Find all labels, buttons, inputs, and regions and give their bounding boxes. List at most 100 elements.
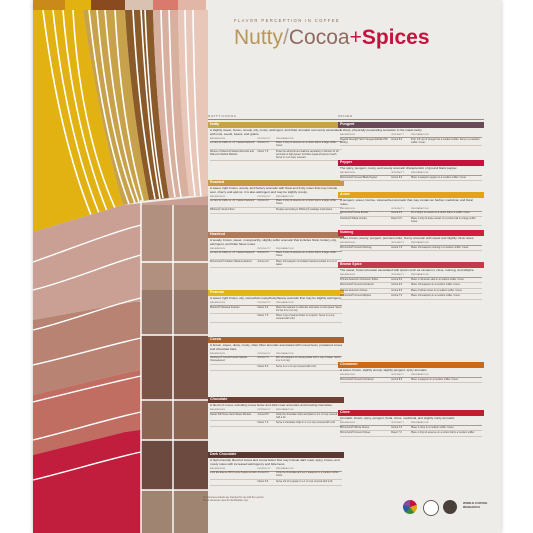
table-cell: McCormick® Ground Cinnamon [340, 377, 374, 381]
table-cell: Aroma 6.0 [391, 283, 403, 287]
table-cell: Place 1 drop of essence on a cotton ball… [275, 199, 337, 206]
table-row: McCormick® Anise Extract Aroma 6.5 Put 2 d… [340, 211, 482, 218]
section-pepper: Pepper The spicy, pungent, musty, and woo… [338, 160, 484, 182]
table-row: Mixture of Diamond Shelled Almonds and D… [210, 149, 342, 162]
table-cell: Aroma 7.5 [391, 294, 403, 298]
header-cell: PREPARATION [410, 242, 429, 245]
table-cell: McCormick® Ground Nutmeg [340, 245, 372, 249]
section-description: A woody, brown, sweet, musty/earthy, sli… [210, 238, 337, 246]
header-cell: INTENSITY [391, 242, 405, 245]
header-cell: INTENSITY [257, 468, 271, 471]
table-cell: Aroma 4.0 [257, 199, 269, 203]
table-cell: Place 1/4 teaspoon of imitation hazelnut… [275, 259, 337, 266]
table-cell: Flavor 7.0 [257, 421, 269, 424]
section-band: Brown Spice [338, 262, 484, 268]
table-cell: Chop the chocolate chips and place in a … [275, 412, 338, 419]
section-band: Nutty [208, 122, 344, 128]
table-cell: Flavor 7.5 [257, 149, 269, 153]
table-cell: McCormick® Whole Cloves [340, 425, 370, 429]
table-row: Primera Seleccion Cinnamon Sticks Aroma 5… [340, 278, 482, 284]
table-cell: Aroma 8.5 [257, 412, 269, 416]
section-band: Hazelnut [208, 232, 344, 238]
table-cell: Place 1/4 teaspoon in a medium sniffer. … [410, 294, 461, 298]
table-row: McCormick® Ground Black Pepper Aroma 6.0 P… [340, 176, 482, 182]
table-row: Planters® Roasted Peanuts Flavor 5.0 Place… [210, 306, 342, 315]
table-row: Flavor 9.0 Serve 1/2 of a square in a 1 o… [210, 480, 342, 486]
header-cell: INTENSITY [257, 196, 271, 199]
header-cell: REFERENCE [210, 138, 226, 141]
section-cinnamon: Cinnamon A sweet, brown, slightly woody, … [338, 362, 484, 384]
header-cell: INTENSITY [257, 138, 271, 141]
section-chocolate: Chocolate A blend of cocoa, including coc… [208, 397, 344, 427]
table-row: Flavor 7.5 Place 1 tsp of peanut butter o… [210, 314, 342, 323]
header-cell: REFERENCE [340, 208, 356, 211]
table-cell: Place 2 whole cloves in a medium sniffer… [410, 288, 463, 292]
table-row: McCormick® Whole Cloves Aroma 7.0 Place 1 … [340, 426, 482, 432]
poster-footer: All reference products are intended for … [203, 497, 493, 521]
section-description: A sweet, light brown, woody, and buttery… [210, 186, 338, 194]
header-cell: REFERENCE [210, 468, 226, 471]
section-hazelnut: Hazelnut A woody, brown, sweet, musty/ear… [208, 232, 344, 269]
table-cell: Aroma 4.0 [257, 259, 269, 263]
header-cell: REFERENCE [210, 302, 226, 305]
table-cell: Place 1 cinnamon stick in a medium sniff… [410, 277, 465, 281]
header-cell: INTENSITY [257, 302, 271, 305]
header-cell: REFERENCE [210, 409, 226, 412]
table-header: REFERENCE INTENSITY PREPARATION [340, 134, 482, 138]
header-cell: REFERENCE [340, 134, 356, 137]
table-row: McCormick® Ground Nutmeg Aroma 7.5 Place 1… [340, 246, 482, 252]
table-cell: Lindt Excellence 90% Cocoa Supreme Dark [210, 471, 257, 475]
table-row: La Vien du Caffe no. 21 "roasted hazelnu… [210, 251, 342, 260]
section-band: Peanuts [208, 290, 344, 296]
section-band: Pungent [338, 122, 484, 128]
flavor-wheel-icon [403, 500, 417, 514]
header-cell: REFERENCE [210, 196, 226, 199]
table-header: REFERENCE INTENSITY PREPARATION [210, 468, 342, 472]
table-cell: Aroma 7.5 [391, 245, 403, 249]
header-cell: REFERENCE [340, 422, 356, 425]
table-header: REFERENCE INTENSITY PREPARATION [210, 353, 342, 357]
table-cell: Nestlé Toll House Semi-Sweet Morsels [210, 412, 252, 416]
section-description: A pungent, sweet, licorice, caramelized … [340, 198, 473, 206]
table-cell: Aroma 5.0 [391, 277, 403, 281]
table-row: Primera Seleccion Cloves Aroma 6.5 Place 2… [340, 289, 482, 295]
table-row: La Vien du Caffe no. 21 "roasted hazelnu… [210, 199, 342, 208]
table-cell: Hershey's® Cocoa Powder Natural Unsweete… [210, 356, 248, 363]
header-cell: REFERENCE [210, 353, 226, 356]
header-cell: INTENSITY [257, 409, 271, 412]
table-header: REFERENCE INTENSITY PREPARATION [340, 274, 482, 278]
header-cell: PREPARATION [275, 353, 294, 356]
header-cell: REFERENCE [340, 374, 356, 377]
table-cell: Place 1/4 teaspoon nutmeg in a medium sn… [410, 245, 470, 249]
table-cell: Regular Strength Heinz Vinegar (Distille… [340, 137, 388, 144]
section-band: Dark Chocolate [208, 452, 344, 458]
header-cell: PREPARATION [410, 172, 429, 175]
table-row: Pillsbury® almond flour Prepare according… [210, 208, 342, 214]
table-header: REFERENCE INTENSITY PREPARATION [210, 248, 342, 252]
table-cell: Serve in a 1 oz cup covered with a lid. [275, 364, 317, 368]
poster-title: Nutty/Cocoa+Spices [234, 26, 484, 50]
header-cell: REFERENCE [340, 172, 356, 175]
sensory-logo-icon [423, 500, 439, 516]
table-cell: Aroma 5.0 [391, 137, 403, 141]
table-cell: McCormick® Ground Allspice [340, 294, 372, 298]
header-cell: PREPARATION [275, 468, 294, 471]
table-header: REFERENCE INTENSITY PREPARATION [210, 138, 342, 142]
section-anise: Anise A pungent, sweet, licorice, caramel… [338, 192, 484, 226]
table-cell: McCormick® Ground Cinnamon [340, 283, 374, 287]
header-cell: PREPARATION [410, 208, 429, 211]
table-cell: Place 1/4 teaspoon in a medium sniffer. … [410, 283, 461, 287]
flavor-wheel-art [33, 0, 208, 533]
table-cell: Primera Seleccion Cloves [340, 288, 368, 292]
table-header: REFERENCE INTENSITY PREPARATION [210, 302, 342, 306]
header-cell: PREPARATION [275, 409, 294, 412]
table-header: REFERENCE INTENSITY PREPARATION [340, 422, 482, 426]
table-cell: Serve 1/2 of a square in a 1 oz cup cove… [275, 479, 333, 483]
table-row: Hershey's® Cocoa Powder Natural Unsweete… [210, 356, 342, 365]
section-band: Anise [338, 192, 484, 198]
table-row: Nestlé Toll House Semi-Sweet Morsels Arom… [210, 412, 342, 422]
spices-column: SPICES Pungent A sharp, physically penetr… [338, 114, 484, 502]
header-cell: INTENSITY [391, 374, 405, 377]
section-cocoa: Cocoa A brown, sweet, dusty, musty, often… [208, 337, 344, 371]
title-nutty: Nutty [234, 26, 284, 49]
